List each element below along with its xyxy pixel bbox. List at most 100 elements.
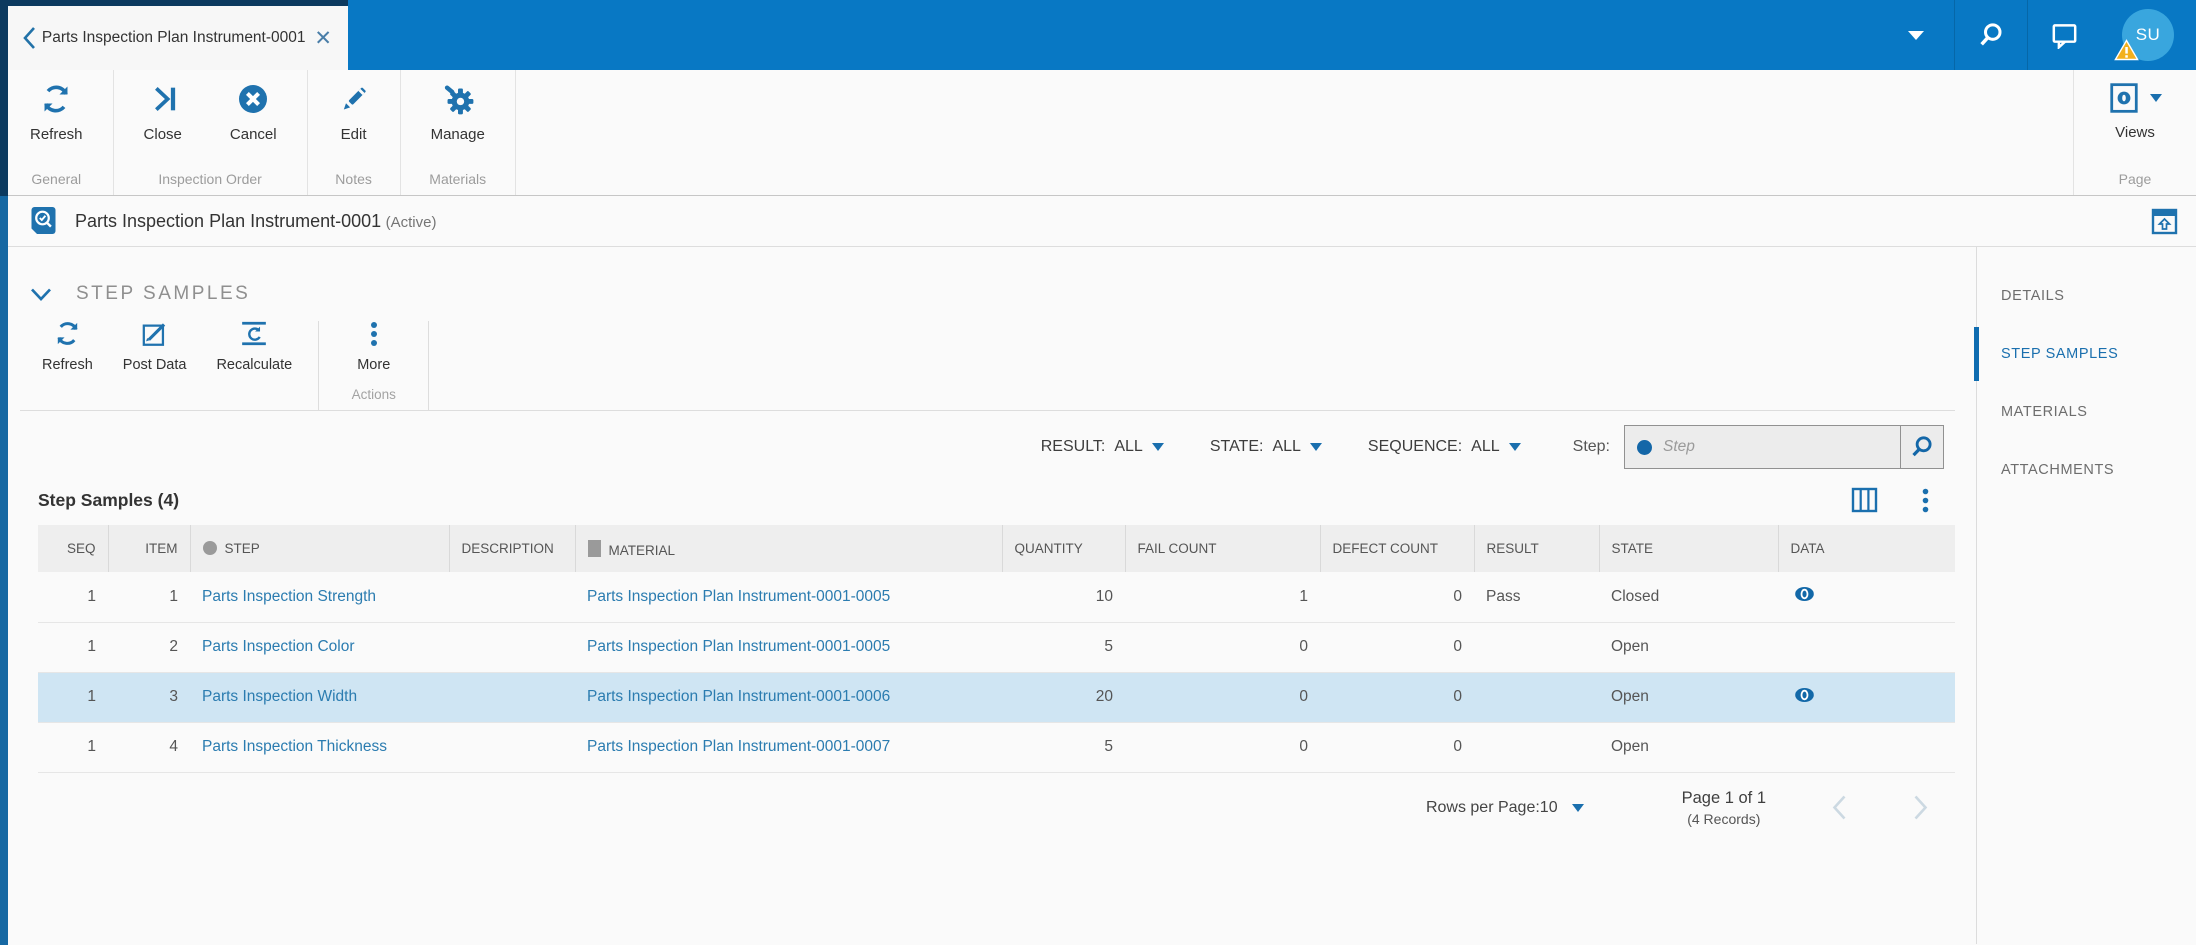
col-result[interactable]: RESULT <box>1474 525 1600 572</box>
sidebar-item-attachments[interactable]: ATTACHMENTS <box>2001 462 2115 478</box>
actions-group-label: Actions <box>351 387 396 402</box>
cell-material[interactable]: Parts Inspection Plan Instrument-0001-00… <box>575 722 1002 773</box>
col-step[interactable]: STEP <box>190 525 450 572</box>
toolbar-group-page: Views Page <box>2073 70 2196 195</box>
col-data[interactable]: DATA <box>1778 525 1955 572</box>
avatar[interactable]: SU <box>2122 9 2174 61</box>
step-search-input[interactable] <box>1663 438 1888 456</box>
warning-icon <box>2114 39 2139 66</box>
cell-material[interactable]: Parts Inspection Plan Instrument-0001-00… <box>575 672 1002 723</box>
table-menu-icon[interactable] <box>1922 488 1929 513</box>
col-defect-count[interactable]: DEFECT COUNT <box>1320 525 1475 572</box>
sidebar-item-step-samples[interactable]: STEP SAMPLES <box>1974 325 2196 383</box>
toolbar-group-notes: Edit Notes <box>308 70 401 195</box>
views-button[interactable] <box>2108 82 2162 114</box>
view-data-button[interactable] <box>1794 687 1815 703</box>
pagination-bar: Rows per Page:10 Page 1 of 1 (4 Records) <box>38 789 1976 827</box>
column-settings-icon[interactable] <box>1851 487 1878 513</box>
prev-page-button[interactable] <box>1832 794 1847 821</box>
step-samples-toolbar: Refresh Post Data Recalculate <box>30 321 1976 410</box>
chevron-down-icon <box>1571 803 1584 812</box>
topbar-dropdown-caret-icon[interactable] <box>1908 30 1924 40</box>
entity-title-bar: Parts Inspection Plan Instrument-0001 (A… <box>0 196 2196 247</box>
edit-button[interactable]: Edit <box>338 82 370 161</box>
col-fail-count[interactable]: FAIL COUNT <box>1125 525 1321 572</box>
col-item[interactable]: ITEM <box>108 525 191 572</box>
step-type-icon <box>202 541 217 555</box>
cell-seq: 1 <box>38 722 108 773</box>
table-row[interactable]: 1 4 Parts Inspection Thickness Parts Inspec… <box>38 722 1955 773</box>
cell-fail-count: 1 <box>1125 572 1320 623</box>
refresh-icon <box>54 321 81 347</box>
table-header-row: SEQ ITEM STEP DESCRIPTION MATERIAL QUANT… <box>38 525 1955 572</box>
back-chevron-icon[interactable] <box>22 25 37 51</box>
col-quantity[interactable]: QUANTITY <box>1002 525 1126 572</box>
table-row[interactable]: 1 3 Parts Inspection Width Parts Inspection… <box>38 672 1955 723</box>
step-search-button[interactable] <box>1900 425 1944 469</box>
view-data-button[interactable] <box>1794 586 1815 602</box>
toolbar-group-label: Page <box>2118 171 2152 187</box>
next-page-button[interactable] <box>1913 794 1928 821</box>
filter-bar: RESULT: ALL STATE: ALL SEQUENCE: ALL Ste… <box>0 411 1976 483</box>
sidebar-item-materials[interactable]: MATERIALS <box>2001 404 2088 420</box>
col-seq[interactable]: SEQ <box>38 525 109 572</box>
rows-per-page-select[interactable]: Rows per Page:10 <box>1426 799 1584 817</box>
cell-state: Closed <box>1599 572 1778 623</box>
refresh-button[interactable]: Refresh <box>30 82 83 161</box>
tab-close-icon[interactable]: ✕ <box>314 26 332 50</box>
col-state[interactable]: STATE <box>1599 525 1779 572</box>
cell-step[interactable]: Parts Inspection Width <box>190 672 449 723</box>
chevron-left-icon <box>1832 795 1846 820</box>
messages-button[interactable] <box>2028 0 2100 70</box>
cell-quantity: 10 <box>1002 572 1125 623</box>
chevron-down-icon <box>1151 443 1164 451</box>
app-edge-strip <box>0 196 8 945</box>
views-caret-icon <box>2150 94 2162 102</box>
table-row[interactable]: 1 2 Parts Inspection Color Parts Inspection… <box>38 622 1955 673</box>
user-menu[interactable]: SU <box>2100 0 2196 70</box>
manage-button[interactable]: Manage <box>431 82 485 161</box>
cancel-button[interactable]: Cancel <box>230 82 277 161</box>
cell-step[interactable]: Parts Inspection Color <box>190 622 449 673</box>
cell-item: 2 <box>108 622 190 673</box>
cell-material[interactable]: Parts Inspection Plan Instrument-0001-00… <box>575 572 1002 623</box>
cell-defect-count: 0 <box>1320 572 1474 623</box>
cell-data[interactable] <box>1778 572 1955 623</box>
step-search-field[interactable] <box>1624 425 1900 469</box>
cell-seq: 1 <box>38 572 108 623</box>
sequence-filter[interactable]: SEQUENCE: ALL <box>1368 438 1521 456</box>
cell-data[interactable] <box>1778 672 1955 723</box>
close-button[interactable]: Close <box>144 82 182 161</box>
sidebar-item-details[interactable]: DETAILS <box>2001 288 2065 304</box>
cell-step[interactable]: Parts Inspection Strength <box>190 572 449 623</box>
page-tab[interactable]: Parts Inspection Plan Instrument-0001 ✕ <box>8 6 348 70</box>
toolbar-group-materials: Manage Materials <box>401 70 516 195</box>
col-material[interactable]: MATERIAL <box>575 525 1003 572</box>
cell-material[interactable]: Parts Inspection Plan Instrument-0001-00… <box>575 622 1002 673</box>
expand-panel-button[interactable] <box>2151 208 2178 235</box>
global-search-button[interactable] <box>1955 0 2027 70</box>
toolbar-group-general: Refresh General <box>0 70 114 195</box>
cell-fail-count: 0 <box>1125 622 1320 673</box>
cell-state: Open <box>1599 672 1778 723</box>
col-description[interactable]: DESCRIPTION <box>449 525 576 572</box>
section-collapse-chevron-icon[interactable] <box>30 287 52 302</box>
chat-icon <box>2052 23 2076 49</box>
cell-item: 4 <box>108 722 190 773</box>
table-row[interactable]: 1 1 Parts Inspection Strength Parts Inspect… <box>38 572 1955 623</box>
recalculate-button[interactable]: Recalculate <box>216 321 292 373</box>
cell-result <box>1474 622 1599 673</box>
cell-fail-count: 0 <box>1125 722 1320 773</box>
more-button[interactable]: More <box>357 321 390 373</box>
cell-step[interactable]: Parts Inspection Thickness <box>190 722 449 773</box>
state-filter[interactable]: STATE: ALL <box>1210 438 1322 456</box>
samples-refresh-button[interactable]: Refresh <box>42 321 93 373</box>
tab-title: Parts Inspection Plan Instrument-0001 <box>41 29 306 47</box>
kebab-menu-icon <box>370 321 378 347</box>
section-title: STEP SAMPLES <box>76 283 251 304</box>
topbar-separator <box>1954 0 1955 70</box>
page-title: Parts Inspection Plan Instrument-0001 <box>75 210 382 231</box>
post-data-button[interactable]: Post Data <box>123 321 186 373</box>
result-filter[interactable]: RESULT: ALL <box>1041 438 1164 456</box>
app-edge-strip-top <box>0 0 8 196</box>
